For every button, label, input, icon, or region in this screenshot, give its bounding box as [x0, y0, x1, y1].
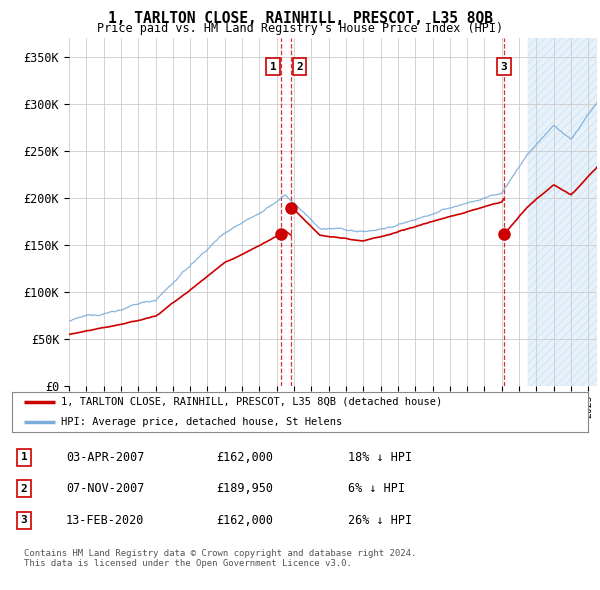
Text: This data is licensed under the Open Government Licence v3.0.: This data is licensed under the Open Gov…: [24, 559, 352, 568]
Text: 18% ↓ HPI: 18% ↓ HPI: [348, 451, 412, 464]
Text: 07-NOV-2007: 07-NOV-2007: [66, 482, 145, 495]
Text: 1, TARLTON CLOSE, RAINHILL, PRESCOT, L35 8QB: 1, TARLTON CLOSE, RAINHILL, PRESCOT, L35…: [107, 11, 493, 25]
Text: 6% ↓ HPI: 6% ↓ HPI: [348, 482, 405, 495]
Text: 1: 1: [20, 453, 28, 462]
Text: Price paid vs. HM Land Registry's House Price Index (HPI): Price paid vs. HM Land Registry's House …: [97, 22, 503, 35]
Text: Contains HM Land Registry data © Crown copyright and database right 2024.: Contains HM Land Registry data © Crown c…: [24, 549, 416, 558]
Text: 26% ↓ HPI: 26% ↓ HPI: [348, 514, 412, 527]
Text: 2: 2: [296, 61, 303, 71]
Text: 3: 3: [20, 516, 28, 525]
Polygon shape: [528, 38, 597, 386]
Polygon shape: [528, 38, 597, 386]
Text: HPI: Average price, detached house, St Helens: HPI: Average price, detached house, St H…: [61, 417, 342, 427]
Text: 03-APR-2007: 03-APR-2007: [66, 451, 145, 464]
Text: £162,000: £162,000: [216, 451, 273, 464]
Text: £162,000: £162,000: [216, 514, 273, 527]
Text: 3: 3: [500, 61, 507, 71]
Text: £189,950: £189,950: [216, 482, 273, 495]
Text: 1, TARLTON CLOSE, RAINHILL, PRESCOT, L35 8QB (detached house): 1, TARLTON CLOSE, RAINHILL, PRESCOT, L35…: [61, 397, 442, 407]
Text: 1: 1: [270, 61, 277, 71]
Text: 2: 2: [20, 484, 28, 493]
Text: 13-FEB-2020: 13-FEB-2020: [66, 514, 145, 527]
